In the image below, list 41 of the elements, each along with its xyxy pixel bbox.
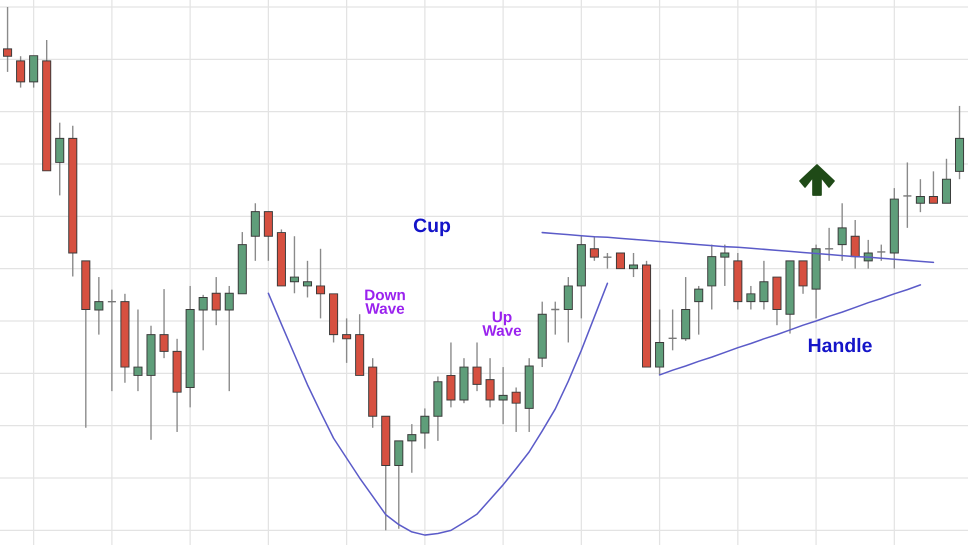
candlestick [616,252,625,270]
candlestick [224,285,234,392]
candlestick [290,236,299,294]
candlestick [564,276,573,344]
candlestick [824,227,834,262]
candlestick [668,308,678,352]
annotation: Up Wave [482,312,522,336]
candlestick [3,6,12,73]
candlestick [720,244,730,287]
candlestick [133,308,142,392]
candlestick [212,276,221,326]
candlestick [550,300,560,336]
candlestick [928,170,938,204]
candlestick [498,366,508,425]
candlestick [838,202,847,262]
candlestick [420,408,430,450]
candlestick [107,288,117,392]
candlestick [916,178,925,213]
candlestick [902,162,912,229]
candlestick [512,386,521,433]
candlestick [850,219,860,270]
candlestick [590,236,599,262]
candlestick [759,260,768,310]
candlestick [746,285,756,310]
candlestick [16,56,26,88]
candlestick [198,294,208,352]
candlestick [342,318,352,364]
candlestick [94,276,104,336]
candlestick [472,342,482,392]
candlestick [694,285,704,336]
candlestick [316,248,326,320]
candlestick [302,260,312,298]
annotation: Cup [414,218,450,236]
annotation: Down Wave [365,290,405,314]
annotation: Handle [808,338,872,352]
candlestick [876,244,886,262]
candlestick [407,423,416,474]
candlestick [486,357,495,408]
candlestick [628,252,638,278]
candlestick [602,252,612,270]
candlestick [160,288,169,359]
